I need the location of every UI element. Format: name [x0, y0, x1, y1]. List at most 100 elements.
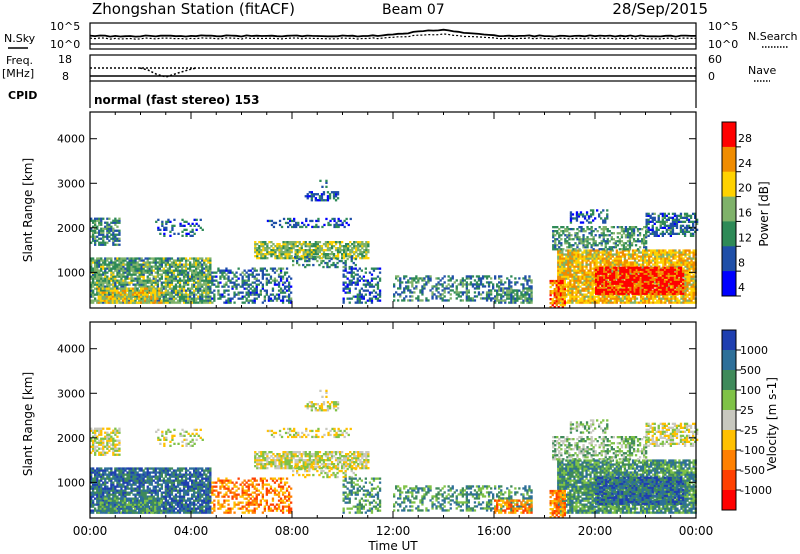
power-cell	[508, 295, 511, 298]
power-cell	[516, 281, 519, 284]
power-cell	[399, 285, 402, 288]
power-cell	[347, 255, 350, 258]
power-cell	[134, 285, 137, 288]
power-cell	[526, 287, 529, 290]
power-cell	[335, 225, 338, 229]
power-cell	[425, 297, 428, 300]
power-cell	[684, 251, 687, 254]
power-cell	[569, 263, 572, 266]
power-cell	[344, 281, 347, 284]
power-cell	[243, 269, 246, 272]
power-cell	[567, 289, 570, 292]
power-cell	[599, 261, 602, 264]
power-cell	[166, 283, 170, 286]
power-cell	[514, 289, 517, 292]
power-cell	[593, 275, 596, 278]
power-cell	[559, 269, 562, 272]
power-cell	[579, 299, 582, 302]
power-cell	[172, 301, 176, 304]
power-cell	[191, 263, 194, 266]
power-cell	[287, 225, 290, 229]
power-cell	[227, 271, 230, 274]
power-cell	[174, 275, 178, 278]
power-cell	[189, 275, 192, 278]
power-cell	[170, 295, 174, 298]
power-cell	[118, 279, 121, 282]
power-cell	[201, 257, 204, 260]
power-cell	[98, 265, 101, 268]
power-cell	[156, 279, 159, 282]
power-cell	[676, 297, 679, 300]
power-cell	[597, 299, 600, 302]
power-cell	[154, 279, 157, 282]
power-cell	[583, 293, 586, 296]
power-cell	[637, 259, 641, 262]
power-cell	[593, 287, 596, 290]
power-cell	[90, 301, 93, 304]
power-cell	[514, 293, 517, 296]
power-cell	[110, 227, 113, 230]
power-cell	[581, 275, 584, 278]
power-cell	[94, 217, 97, 220]
power-cell	[152, 293, 155, 296]
power-cell	[205, 267, 208, 270]
power-cell	[108, 257, 111, 260]
power-cell	[660, 261, 663, 264]
power-cell	[199, 261, 202, 264]
power-cell	[562, 248, 565, 251]
power-cell	[592, 230, 595, 233]
power-cell	[123, 299, 127, 302]
power-cell	[362, 275, 365, 278]
power-cell	[302, 249, 305, 252]
power-cell	[132, 257, 135, 260]
power-cell	[260, 241, 263, 244]
power-cell	[587, 255, 590, 258]
power-cell	[447, 279, 450, 282]
power-cell	[447, 283, 450, 286]
power-cell	[603, 253, 606, 256]
power-cell	[158, 261, 161, 264]
power-cell	[668, 251, 671, 254]
power-cell	[187, 299, 190, 302]
power-cell	[115, 293, 119, 296]
power-cell	[666, 293, 669, 296]
power-cell	[578, 242, 581, 245]
power-cell	[99, 295, 102, 298]
power-cell	[589, 301, 592, 304]
power-cell	[589, 295, 592, 298]
power-cell	[577, 301, 580, 304]
power-cell	[358, 289, 361, 292]
power-cell	[646, 261, 649, 264]
power-cell	[330, 251, 334, 254]
power-cell	[100, 259, 103, 262]
power-cell	[326, 241, 330, 244]
power-cell	[160, 293, 163, 296]
power-cell	[341, 257, 344, 260]
power-cell	[205, 277, 208, 280]
power-cell	[569, 301, 572, 304]
power-cell	[678, 255, 681, 258]
power-cell	[654, 295, 657, 298]
power-cell	[494, 289, 497, 292]
power-cell	[658, 251, 661, 254]
power-cell	[467, 291, 470, 294]
power-cell	[142, 297, 145, 300]
power-cell	[609, 257, 612, 260]
power-cell	[595, 261, 598, 264]
power-cell	[591, 297, 594, 300]
power-cell	[344, 287, 347, 290]
power-cell	[690, 267, 693, 270]
power-cell	[575, 269, 578, 272]
power-cell	[336, 257, 339, 261]
power-cell	[563, 275, 566, 278]
power-cell	[363, 243, 366, 246]
power-cell	[195, 259, 198, 262]
power-cell	[154, 299, 157, 302]
power-cell	[247, 279, 250, 282]
power-cell	[524, 287, 527, 290]
power-cell	[295, 221, 298, 225]
power-cell	[591, 257, 594, 260]
power-cell	[100, 279, 103, 282]
power-cell	[630, 244, 634, 247]
power-cell	[209, 299, 212, 302]
